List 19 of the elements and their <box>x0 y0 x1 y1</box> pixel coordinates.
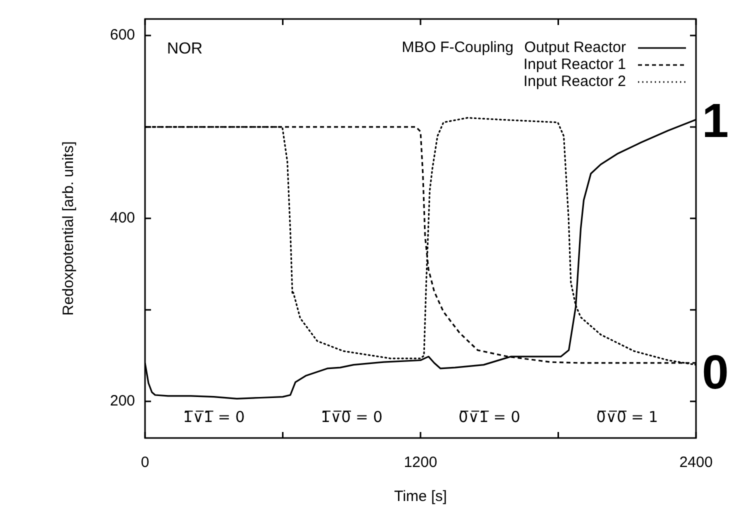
legend-label: Output Reactor <box>523 39 626 56</box>
y-tick-label: 200 <box>110 392 136 410</box>
x-axis-title: Time [s] <box>394 488 447 506</box>
y-tick-label: 400 <box>110 210 136 227</box>
legend-title: MBO F-Coupling <box>402 39 514 56</box>
y-axis-title: Redoxpotential [arb. units] <box>60 141 78 316</box>
x-tick-label: 2400 <box>679 454 713 472</box>
annotation: 0̅∨̅1̅ = 0 <box>458 408 520 426</box>
annotation: 1̅∨̅1̅ = 0 <box>183 408 245 426</box>
legend-label: Input Reactor 2 <box>523 73 626 90</box>
x-tick-label: 1200 <box>404 454 438 472</box>
annotation: NOR <box>167 40 203 58</box>
x-tick-label: 0 <box>140 454 150 472</box>
text: 0 <box>702 346 729 400</box>
text: 1 <box>702 94 729 148</box>
legend-label: Input Reactor 1 <box>523 56 626 73</box>
y-tick-label: 600 <box>110 26 136 44</box>
annotation: 0̅∨̅0̅ = 1 <box>596 408 658 426</box>
annotation: 1̅∨̅0̅ = 0 <box>320 408 382 426</box>
